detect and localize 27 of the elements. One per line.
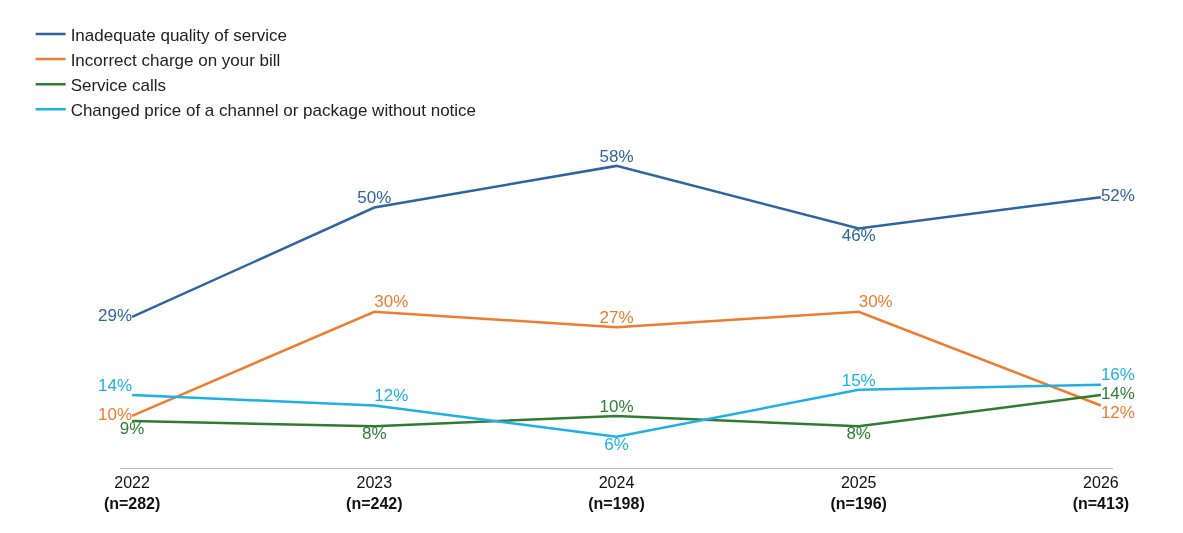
data-label: 16% [1100,365,1135,385]
data-label: 12% [374,386,409,406]
data-label: 14% [1100,384,1135,404]
x-tick-label: 2022 (n=282) [103,474,161,512]
data-label: 12% [1100,403,1135,423]
legend-label: Service calls [70,75,167,95]
data-label: 50% [357,188,392,208]
data-label: 29% [98,306,133,326]
legend-label: Incorrect charge on your bill [70,50,281,70]
x-tick-label: 2024 (n=198) [588,474,645,512]
x-tick-label: 2026 (n=413) [1072,474,1130,512]
data-label: 15% [841,370,876,390]
legend-label: Inadequate quality of service [70,25,288,45]
data-label: 58% [599,146,634,166]
data-label: 27% [599,308,634,328]
data-label: 6% [604,434,629,454]
data-label: 8% [846,424,871,444]
data-label: 10% [599,396,634,416]
legend-label: Changed price of a channel or package without notice [70,100,477,120]
x-tick-label: 2023 (n=242) [346,474,403,512]
data-label: 30% [374,292,409,312]
data-label: 46% [841,226,876,246]
data-label: 14% [98,375,133,395]
x-tick-label: 2025 (n=196) [830,474,887,512]
data-label: 30% [858,292,893,312]
data-label: 8% [362,424,387,444]
data-label: 52% [1100,186,1135,206]
